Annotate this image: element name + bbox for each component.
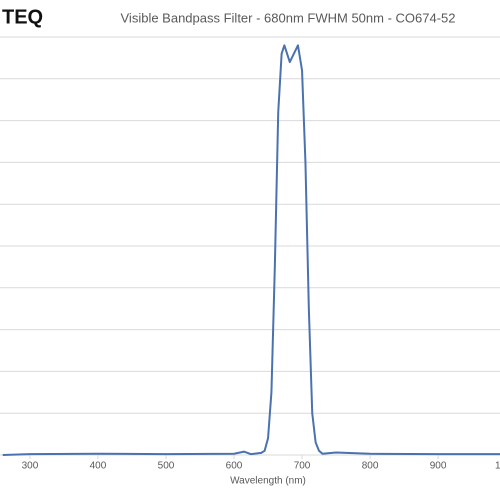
chart-title: Visible Bandpass Filter - 680nm FWHM 50n…	[121, 10, 456, 25]
x-tick-label: 400	[90, 461, 107, 472]
x-tick-label: 300	[22, 461, 39, 472]
x-tick-label: 600	[226, 461, 243, 472]
logo: TEQ	[2, 6, 43, 28]
x-tick-label: 1000	[495, 461, 500, 472]
x-tick-label: 900	[430, 461, 447, 472]
x-tick-label: 500	[158, 461, 175, 472]
x-axis-label: Wavelength (nm)	[230, 476, 306, 487]
x-tick-label: 800	[362, 461, 379, 472]
x-tick-label: 700	[294, 461, 311, 472]
data-line	[2, 44, 500, 456]
